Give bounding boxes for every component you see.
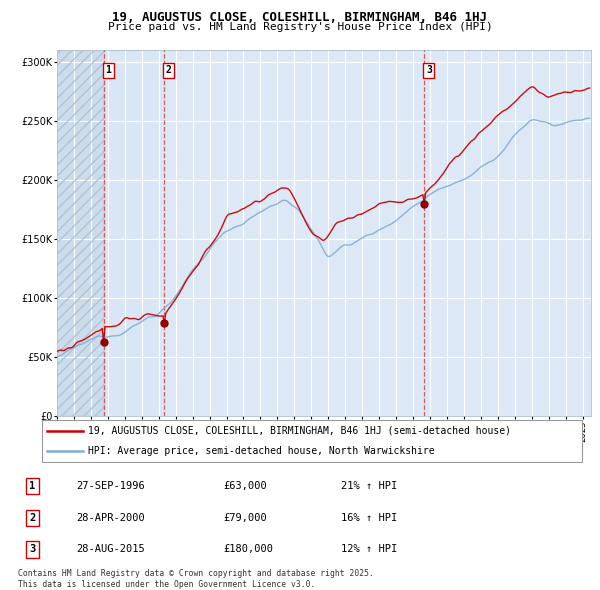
- Text: HPI: Average price, semi-detached house, North Warwickshire: HPI: Average price, semi-detached house,…: [88, 446, 435, 456]
- Text: 1: 1: [106, 65, 111, 76]
- Text: £63,000: £63,000: [224, 481, 268, 491]
- Text: 28-APR-2000: 28-APR-2000: [77, 513, 145, 523]
- Text: 27-SEP-1996: 27-SEP-1996: [77, 481, 145, 491]
- Bar: [57, 50, 104, 416]
- Text: 3: 3: [29, 545, 36, 555]
- Text: This data is licensed under the Open Government Licence v3.0.: This data is licensed under the Open Gov…: [18, 581, 315, 589]
- Text: 12% ↑ HPI: 12% ↑ HPI: [341, 545, 398, 555]
- Text: 28-AUG-2015: 28-AUG-2015: [77, 545, 145, 555]
- Text: 2: 2: [166, 65, 172, 76]
- Text: Price paid vs. HM Land Registry's House Price Index (HPI): Price paid vs. HM Land Registry's House …: [107, 22, 493, 32]
- Text: 21% ↑ HPI: 21% ↑ HPI: [341, 481, 398, 491]
- Text: 1: 1: [29, 481, 36, 491]
- Text: 19, AUGUSTUS CLOSE, COLESHILL, BIRMINGHAM, B46 1HJ: 19, AUGUSTUS CLOSE, COLESHILL, BIRMINGHA…: [113, 11, 487, 24]
- Bar: [57, 50, 104, 416]
- Text: 16% ↑ HPI: 16% ↑ HPI: [341, 513, 398, 523]
- Bar: [104, 50, 164, 416]
- Text: Contains HM Land Registry data © Crown copyright and database right 2025.: Contains HM Land Registry data © Crown c…: [18, 569, 374, 578]
- Text: £180,000: £180,000: [224, 545, 274, 555]
- Text: £79,000: £79,000: [224, 513, 268, 523]
- Text: 3: 3: [426, 65, 432, 76]
- Text: 2: 2: [29, 513, 36, 523]
- Text: 19, AUGUSTUS CLOSE, COLESHILL, BIRMINGHAM, B46 1HJ (semi-detached house): 19, AUGUSTUS CLOSE, COLESHILL, BIRMINGHA…: [88, 426, 511, 436]
